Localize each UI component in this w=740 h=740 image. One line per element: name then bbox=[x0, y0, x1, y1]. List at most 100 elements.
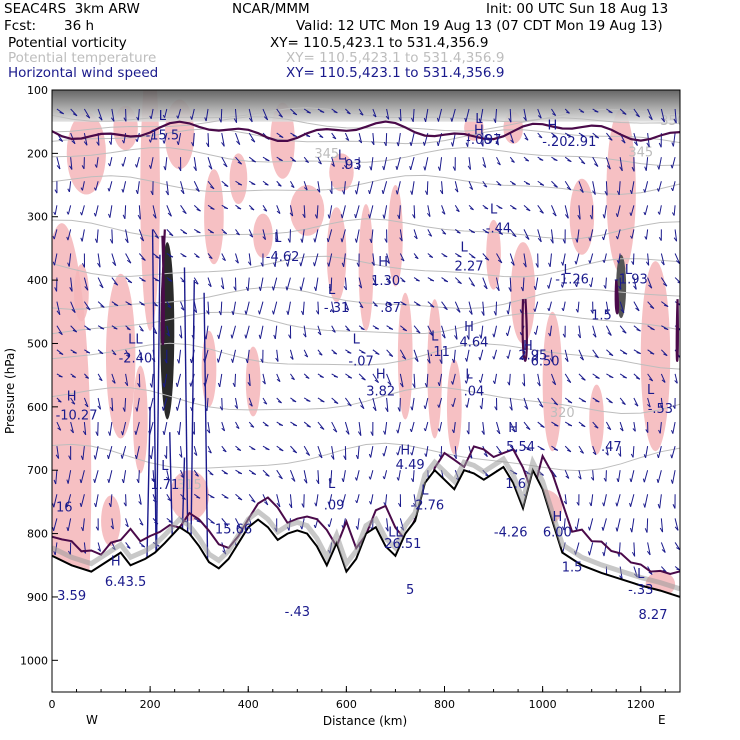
wind-vector-head-679 bbox=[540, 448, 545, 451]
wind-vector-head-407 bbox=[590, 309, 594, 314]
wind-vector-head-506 bbox=[58, 375, 63, 378]
wind-vector-head-606 bbox=[162, 430, 165, 435]
pv-shade-19 bbox=[569, 178, 595, 255]
wind-vector-head-631 bbox=[511, 428, 516, 433]
extremum-label-48: H bbox=[508, 421, 518, 436]
wind-vector-head-128 bbox=[553, 159, 558, 161]
wind-vector-519 bbox=[234, 373, 236, 387]
wind-vector-55 bbox=[177, 133, 182, 145]
wind-vector-head-206 bbox=[354, 214, 357, 219]
wind-vector-head-357 bbox=[533, 285, 537, 291]
wind-vector-297 bbox=[343, 253, 346, 267]
wind-vector-head-621 bbox=[370, 431, 374, 436]
pv-shade-14 bbox=[397, 292, 413, 420]
wind-vector-head-761 bbox=[398, 502, 402, 508]
terrain-fill bbox=[52, 467, 680, 692]
wind-vector-head-95 bbox=[94, 164, 98, 168]
wind-vector-head-223 bbox=[589, 214, 593, 220]
wind-vector-455 bbox=[619, 325, 627, 334]
wind-vector-406 bbox=[577, 301, 580, 313]
wind-vector-head-662 bbox=[305, 452, 310, 456]
extremum-label-4: L bbox=[475, 112, 483, 127]
wind-vector-head-547 bbox=[622, 376, 627, 379]
model-title: SEAC4RS 3km ARW bbox=[4, 1, 140, 17]
wind-vector-head-124 bbox=[496, 162, 501, 166]
wind-vector-head-796 bbox=[385, 527, 389, 532]
wind-vector-272 bbox=[631, 229, 635, 239]
wind-vector-head-319 bbox=[645, 261, 650, 266]
terrain bbox=[52, 455, 680, 692]
wind-vector-head-400 bbox=[493, 311, 497, 316]
wind-vector-594 bbox=[633, 397, 639, 407]
wind-vector-head-228 bbox=[657, 211, 661, 215]
y-tick-label-8: 900 bbox=[27, 591, 48, 604]
wind-vector-head-583 bbox=[479, 405, 483, 410]
wind-vector-224 bbox=[603, 205, 607, 219]
wind-vector-102 bbox=[193, 157, 197, 171]
wind-vector-head-294 bbox=[299, 262, 302, 267]
wind-vector-164 bbox=[411, 181, 415, 195]
extremum-label-43: -.53 bbox=[648, 402, 673, 417]
wind-vector-head-1 bbox=[72, 113, 78, 117]
extremum-label-21: .87 bbox=[380, 301, 401, 316]
wind-vector-head-148 bbox=[195, 188, 200, 192]
wind-vector-head-109 bbox=[291, 159, 296, 162]
wind-vector-565 bbox=[235, 397, 239, 409]
wind-vector-168 bbox=[468, 181, 474, 190]
wind-vector-head-428 bbox=[244, 334, 247, 339]
extremum-label-42: L bbox=[647, 383, 655, 398]
wind-vector-95 bbox=[96, 157, 99, 168]
wind-vector-133 bbox=[619, 157, 623, 171]
wind-vector-271 bbox=[617, 229, 621, 240]
wind-vector-head-611 bbox=[235, 426, 240, 429]
wind-vector-head-666 bbox=[355, 454, 359, 460]
wind-vector-204 bbox=[328, 205, 333, 219]
wind-vector-563 bbox=[206, 397, 209, 411]
wind-vector-30 bbox=[465, 108, 470, 123]
wind-vector-head-681 bbox=[566, 449, 572, 453]
wind-vector-head-292 bbox=[273, 262, 276, 267]
wind-vector-256 bbox=[413, 229, 418, 240]
wind-vector-253 bbox=[371, 229, 374, 243]
wind-vector-head-351 bbox=[457, 281, 462, 285]
wind-vector-head-197 bbox=[237, 207, 242, 210]
wind-vector-head-557 bbox=[122, 407, 126, 412]
wind-vector-head-823 bbox=[587, 551, 591, 556]
wind-vector-442 bbox=[441, 325, 446, 339]
wind-vector-head-198 bbox=[250, 208, 255, 211]
extremum-label-41: .04 bbox=[464, 384, 485, 399]
wind-vector-648 bbox=[108, 446, 113, 459]
wind-vector-192 bbox=[166, 205, 172, 217]
wind-vector-head-242 bbox=[223, 231, 227, 235]
wind-vector-head-704 bbox=[251, 472, 256, 475]
wind-vector-head-256 bbox=[413, 235, 418, 240]
wind-vector-299 bbox=[372, 253, 375, 266]
wind-vector-346 bbox=[386, 277, 391, 284]
wind-vector-15 bbox=[262, 108, 269, 121]
wind-vector-713 bbox=[369, 470, 374, 480]
wind-vector-head-775 bbox=[80, 526, 84, 532]
wind-vector-head-66 bbox=[332, 136, 337, 140]
wind-vector-625 bbox=[424, 421, 429, 432]
wind-vector-head-766 bbox=[589, 502, 592, 507]
wind-vector-head-669 bbox=[396, 452, 399, 456]
wind-vector-113 bbox=[344, 157, 348, 169]
wind-vector-738 bbox=[80, 494, 85, 507]
wind-vector-head-309 bbox=[510, 261, 515, 266]
wind-vector-523 bbox=[290, 373, 295, 380]
wind-vector-head-705 bbox=[265, 474, 270, 477]
wind-vector-72 bbox=[410, 132, 415, 146]
wind-vector-head-85 bbox=[594, 136, 599, 139]
wind-vector-head-34 bbox=[523, 116, 527, 121]
wind-vector-head-327 bbox=[127, 280, 133, 284]
wind-vector-60 bbox=[248, 132, 256, 143]
wind-vector-head-138 bbox=[54, 189, 58, 194]
wind-vector-head-57 bbox=[206, 142, 210, 148]
wind-vector-head-220 bbox=[552, 212, 557, 217]
wind-vector-1 bbox=[70, 108, 78, 117]
wind-vector-head-647 bbox=[93, 455, 96, 460]
wind-vector-16 bbox=[276, 108, 283, 118]
wind-vector-head-383 bbox=[258, 310, 261, 315]
wind-vector-head-520 bbox=[247, 382, 251, 387]
wind-vector-190 bbox=[138, 205, 141, 220]
